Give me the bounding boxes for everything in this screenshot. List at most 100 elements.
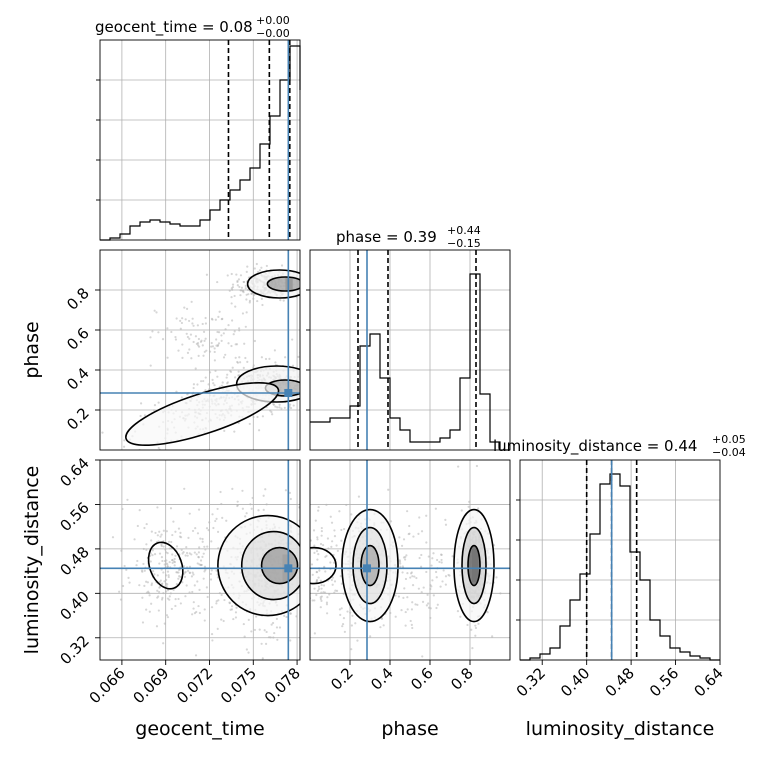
scatter-point (95, 628, 97, 630)
scatter-point (270, 410, 273, 414)
scatter-point (225, 519, 228, 522)
scatter-point (141, 596, 144, 599)
scatter-point (402, 538, 406, 541)
scatter-point (242, 366, 245, 369)
scatter-point (217, 547, 220, 550)
scatter-point (211, 318, 214, 321)
scatter-point (249, 503, 252, 506)
scatter-point (107, 465, 109, 467)
scatter-point (246, 288, 249, 292)
scatter-point (316, 415, 318, 417)
scatter-point (199, 563, 202, 567)
scatter-point (317, 553, 320, 556)
ytick-label: 0.8 (63, 284, 93, 314)
scatter-point (202, 577, 205, 580)
scatter-point (491, 635, 494, 638)
scatter-point (318, 406, 320, 408)
scatter-point (400, 544, 404, 547)
scatter-point (387, 488, 390, 491)
scatter-point (317, 585, 321, 588)
scatter-point (173, 564, 176, 567)
scatter-point (346, 610, 349, 613)
scatter-point (255, 615, 258, 618)
scatter-point (207, 383, 210, 386)
scatter-point (444, 523, 448, 526)
contour-level (147, 541, 184, 590)
hist-step-phase (310, 273, 510, 451)
scatter-point (243, 342, 246, 345)
scatter-point (300, 602, 302, 604)
scatter-point (165, 614, 169, 617)
scatter-point (166, 583, 169, 586)
scatter-point (306, 380, 308, 382)
scatter-point (404, 610, 407, 614)
scatter-point (206, 595, 209, 599)
2d-phase-luminosity_distance (302, 459, 511, 661)
scatter-point (327, 547, 330, 550)
scatter-point (335, 589, 339, 592)
scatter-point (444, 518, 447, 521)
scatter-point (300, 565, 302, 567)
scatter-point (141, 621, 145, 624)
scatter-point (319, 579, 322, 582)
scatter-point (302, 567, 304, 569)
scatter-point (238, 327, 241, 330)
scatter-point (311, 573, 314, 576)
scatter-point (326, 537, 330, 540)
scatter-point (315, 571, 319, 574)
scatter-point (440, 553, 443, 556)
scatter-point (258, 269, 262, 272)
scatter-point (215, 338, 218, 341)
scatter-point (289, 406, 293, 410)
scatter-point (236, 360, 239, 364)
scatter-point (303, 563, 305, 565)
scatter-point (221, 516, 224, 519)
ytick-label: 0.6 (63, 324, 93, 354)
scatter-point (157, 609, 160, 612)
scatter-point (231, 288, 234, 291)
scatter-point (404, 558, 407, 561)
scatter-point (280, 407, 283, 410)
scatter-point (477, 622, 480, 625)
scatter-point (215, 602, 218, 605)
scatter-point (196, 341, 200, 345)
scatter-point (226, 274, 229, 277)
scatter-point (220, 502, 223, 506)
scatter-point (210, 606, 214, 609)
scatter-point (157, 401, 160, 404)
scatter-point (193, 584, 196, 587)
scatter-point (404, 624, 407, 627)
scatter-point (215, 600, 218, 603)
scatter-point (166, 570, 170, 573)
scatter-point (369, 635, 372, 638)
scatter-point (159, 579, 162, 582)
scatter-point (247, 651, 250, 654)
scatter-point (232, 333, 235, 336)
scatter-point (257, 429, 261, 432)
scatter-point (322, 584, 326, 587)
scatter-point (230, 605, 234, 608)
scatter-point (203, 350, 206, 353)
scatter-point (203, 619, 206, 622)
scatter-point (350, 648, 353, 651)
scatter-point (156, 589, 159, 592)
scatter-point (164, 574, 168, 577)
scatter-point (289, 497, 292, 501)
scatter-point (425, 514, 428, 517)
scatter-point (201, 454, 203, 456)
scatter-point (136, 559, 139, 563)
title-phase-sub: −0.15 (447, 237, 481, 250)
scatter-point (320, 599, 323, 602)
xtick-label: 0.4 (367, 664, 397, 694)
scatter-point (139, 414, 142, 418)
scatter-point (160, 544, 163, 548)
scatter-point (210, 569, 213, 572)
panel-frame (309, 249, 511, 451)
scatter-point (156, 534, 159, 537)
scatter-point (260, 356, 263, 359)
scatter-point (313, 544, 316, 547)
scatter-point (241, 489, 244, 492)
scatter-point (181, 552, 184, 555)
scatter-point (279, 299, 282, 302)
xtick-label: 0.8 (447, 664, 477, 694)
